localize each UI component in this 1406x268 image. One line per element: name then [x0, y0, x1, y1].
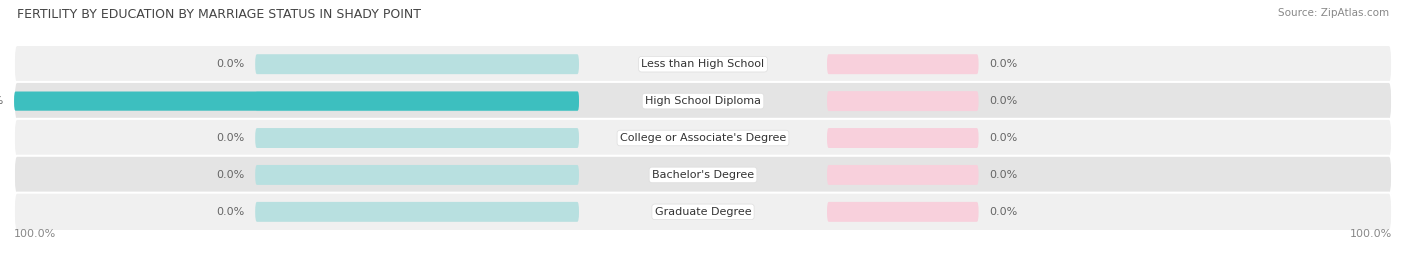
FancyBboxPatch shape	[827, 165, 979, 185]
Text: 0.0%: 0.0%	[217, 133, 245, 143]
Text: Graduate Degree: Graduate Degree	[655, 207, 751, 217]
FancyBboxPatch shape	[827, 128, 979, 148]
Text: 0.0%: 0.0%	[988, 59, 1017, 69]
Text: FERTILITY BY EDUCATION BY MARRIAGE STATUS IN SHADY POINT: FERTILITY BY EDUCATION BY MARRIAGE STATU…	[17, 8, 420, 21]
FancyBboxPatch shape	[254, 91, 579, 111]
FancyBboxPatch shape	[254, 54, 579, 74]
Text: Bachelor's Degree: Bachelor's Degree	[652, 170, 754, 180]
Legend: Married, Unmarried: Married, Unmarried	[628, 266, 778, 268]
Text: 0.0%: 0.0%	[988, 133, 1017, 143]
Text: 0.0%: 0.0%	[988, 207, 1017, 217]
FancyBboxPatch shape	[827, 54, 979, 74]
FancyBboxPatch shape	[254, 128, 579, 148]
Text: 0.0%: 0.0%	[217, 59, 245, 69]
Text: 0.0%: 0.0%	[217, 170, 245, 180]
Text: 100.0%: 100.0%	[0, 96, 4, 106]
Text: Less than High School: Less than High School	[641, 59, 765, 69]
Text: 100.0%: 100.0%	[1350, 229, 1392, 239]
FancyBboxPatch shape	[14, 45, 1392, 83]
Text: 100.0%: 100.0%	[14, 229, 56, 239]
Text: Source: ZipAtlas.com: Source: ZipAtlas.com	[1278, 8, 1389, 18]
FancyBboxPatch shape	[827, 202, 979, 222]
Text: High School Diploma: High School Diploma	[645, 96, 761, 106]
FancyBboxPatch shape	[827, 91, 979, 111]
FancyBboxPatch shape	[14, 119, 1392, 157]
Text: College or Associate's Degree: College or Associate's Degree	[620, 133, 786, 143]
FancyBboxPatch shape	[14, 193, 1392, 231]
FancyBboxPatch shape	[254, 165, 579, 185]
Text: 0.0%: 0.0%	[988, 96, 1017, 106]
FancyBboxPatch shape	[14, 82, 1392, 120]
Text: 0.0%: 0.0%	[988, 170, 1017, 180]
FancyBboxPatch shape	[14, 156, 1392, 194]
FancyBboxPatch shape	[254, 202, 579, 222]
FancyBboxPatch shape	[14, 91, 579, 111]
Text: 0.0%: 0.0%	[217, 207, 245, 217]
